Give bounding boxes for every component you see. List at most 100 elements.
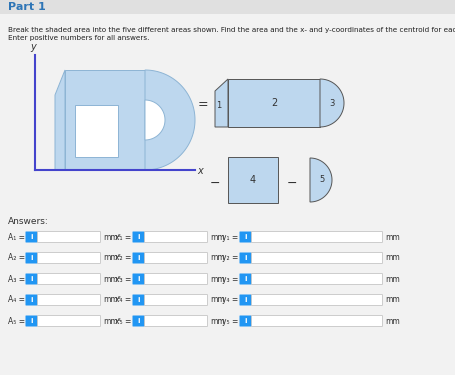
Bar [228, 79, 319, 127]
FancyBboxPatch shape [25, 294, 37, 306]
Polygon shape [145, 70, 195, 170]
FancyBboxPatch shape [239, 252, 251, 264]
Text: i: i [30, 276, 33, 282]
Polygon shape [309, 158, 331, 202]
Text: mm²: mm² [103, 316, 121, 326]
FancyBboxPatch shape [251, 294, 382, 306]
Text: 1: 1 [216, 100, 221, 109]
Bar [228, 157, 278, 203]
Text: i: i [244, 318, 246, 324]
Text: A₁ =: A₁ = [8, 232, 25, 242]
Text: −: − [286, 177, 297, 189]
FancyBboxPatch shape [144, 252, 207, 264]
FancyBboxPatch shape [25, 252, 37, 264]
FancyBboxPatch shape [144, 294, 207, 306]
Text: i: i [244, 276, 246, 282]
FancyBboxPatch shape [239, 273, 251, 285]
Text: y: y [30, 42, 36, 52]
Text: mm: mm [210, 316, 224, 326]
Text: A₅ =: A₅ = [8, 316, 25, 326]
FancyBboxPatch shape [37, 231, 100, 243]
Text: Enter positive numbers for all answers.: Enter positive numbers for all answers. [8, 35, 149, 41]
Text: mm²: mm² [103, 254, 121, 262]
Polygon shape [214, 79, 228, 127]
Text: i: i [137, 318, 139, 324]
FancyBboxPatch shape [132, 273, 144, 285]
Text: y₁ =: y₁ = [222, 232, 238, 242]
FancyBboxPatch shape [132, 252, 144, 264]
Text: i: i [137, 255, 139, 261]
Text: mm²: mm² [103, 296, 121, 304]
Text: mm: mm [384, 296, 399, 304]
Text: i: i [244, 297, 246, 303]
FancyBboxPatch shape [251, 252, 382, 264]
Bar [0, 0, 455, 14]
Text: x₂ =: x₂ = [115, 254, 131, 262]
Text: 3: 3 [329, 99, 334, 108]
Text: 4: 4 [249, 175, 256, 185]
Text: x₄ =: x₄ = [115, 296, 131, 304]
FancyBboxPatch shape [251, 315, 382, 327]
Text: mm²: mm² [103, 274, 121, 284]
FancyBboxPatch shape [25, 231, 37, 243]
FancyBboxPatch shape [132, 231, 144, 243]
Text: mm²: mm² [103, 232, 121, 242]
Bar [65, 70, 145, 170]
Polygon shape [55, 70, 65, 170]
Text: mm: mm [384, 316, 399, 326]
Text: Answers:: Answers: [8, 217, 49, 226]
Text: mm: mm [210, 232, 224, 242]
Text: mm: mm [384, 232, 399, 242]
Text: 5: 5 [318, 176, 324, 184]
FancyBboxPatch shape [239, 315, 251, 327]
FancyBboxPatch shape [251, 273, 382, 285]
Text: y₃ =: y₃ = [222, 274, 238, 284]
Text: i: i [30, 234, 33, 240]
Text: =: = [197, 99, 208, 111]
Bar [75, 105, 118, 157]
FancyBboxPatch shape [25, 273, 37, 285]
Text: i: i [30, 297, 33, 303]
Text: i: i [137, 297, 139, 303]
Text: mm: mm [210, 254, 224, 262]
FancyBboxPatch shape [132, 315, 144, 327]
Text: A₃ =: A₃ = [8, 274, 25, 284]
Text: x: x [197, 166, 202, 176]
FancyBboxPatch shape [144, 315, 207, 327]
Text: Break the shaded area into the five different areas shown. Find the area and the: Break the shaded area into the five diff… [8, 27, 455, 33]
Text: i: i [30, 255, 33, 261]
Text: Part 1: Part 1 [8, 2, 46, 12]
Text: x₅ =: x₅ = [115, 316, 131, 326]
Text: mm: mm [210, 296, 224, 304]
Polygon shape [319, 79, 343, 127]
Text: i: i [30, 318, 33, 324]
Text: i: i [137, 234, 139, 240]
Text: i: i [244, 234, 246, 240]
FancyBboxPatch shape [239, 231, 251, 243]
FancyBboxPatch shape [239, 294, 251, 306]
Text: A₄ =: A₄ = [8, 296, 25, 304]
Text: y₂ =: y₂ = [222, 254, 238, 262]
Polygon shape [145, 100, 165, 140]
Text: i: i [244, 255, 246, 261]
FancyBboxPatch shape [37, 252, 100, 264]
FancyBboxPatch shape [144, 273, 207, 285]
Text: x₁ =: x₁ = [115, 232, 131, 242]
FancyBboxPatch shape [37, 294, 100, 306]
FancyBboxPatch shape [144, 231, 207, 243]
FancyBboxPatch shape [25, 315, 37, 327]
Text: mm: mm [384, 274, 399, 284]
Text: −: − [209, 177, 220, 189]
Text: 2: 2 [270, 98, 277, 108]
FancyBboxPatch shape [37, 315, 100, 327]
Text: x₃ =: x₃ = [115, 274, 131, 284]
Text: mm: mm [384, 254, 399, 262]
Text: y₄ =: y₄ = [222, 296, 238, 304]
FancyBboxPatch shape [37, 273, 100, 285]
FancyBboxPatch shape [251, 231, 382, 243]
Text: y₅ =: y₅ = [222, 316, 238, 326]
Text: mm: mm [210, 274, 224, 284]
Text: i: i [137, 276, 139, 282]
Text: A₂ =: A₂ = [8, 254, 25, 262]
FancyBboxPatch shape [132, 294, 144, 306]
